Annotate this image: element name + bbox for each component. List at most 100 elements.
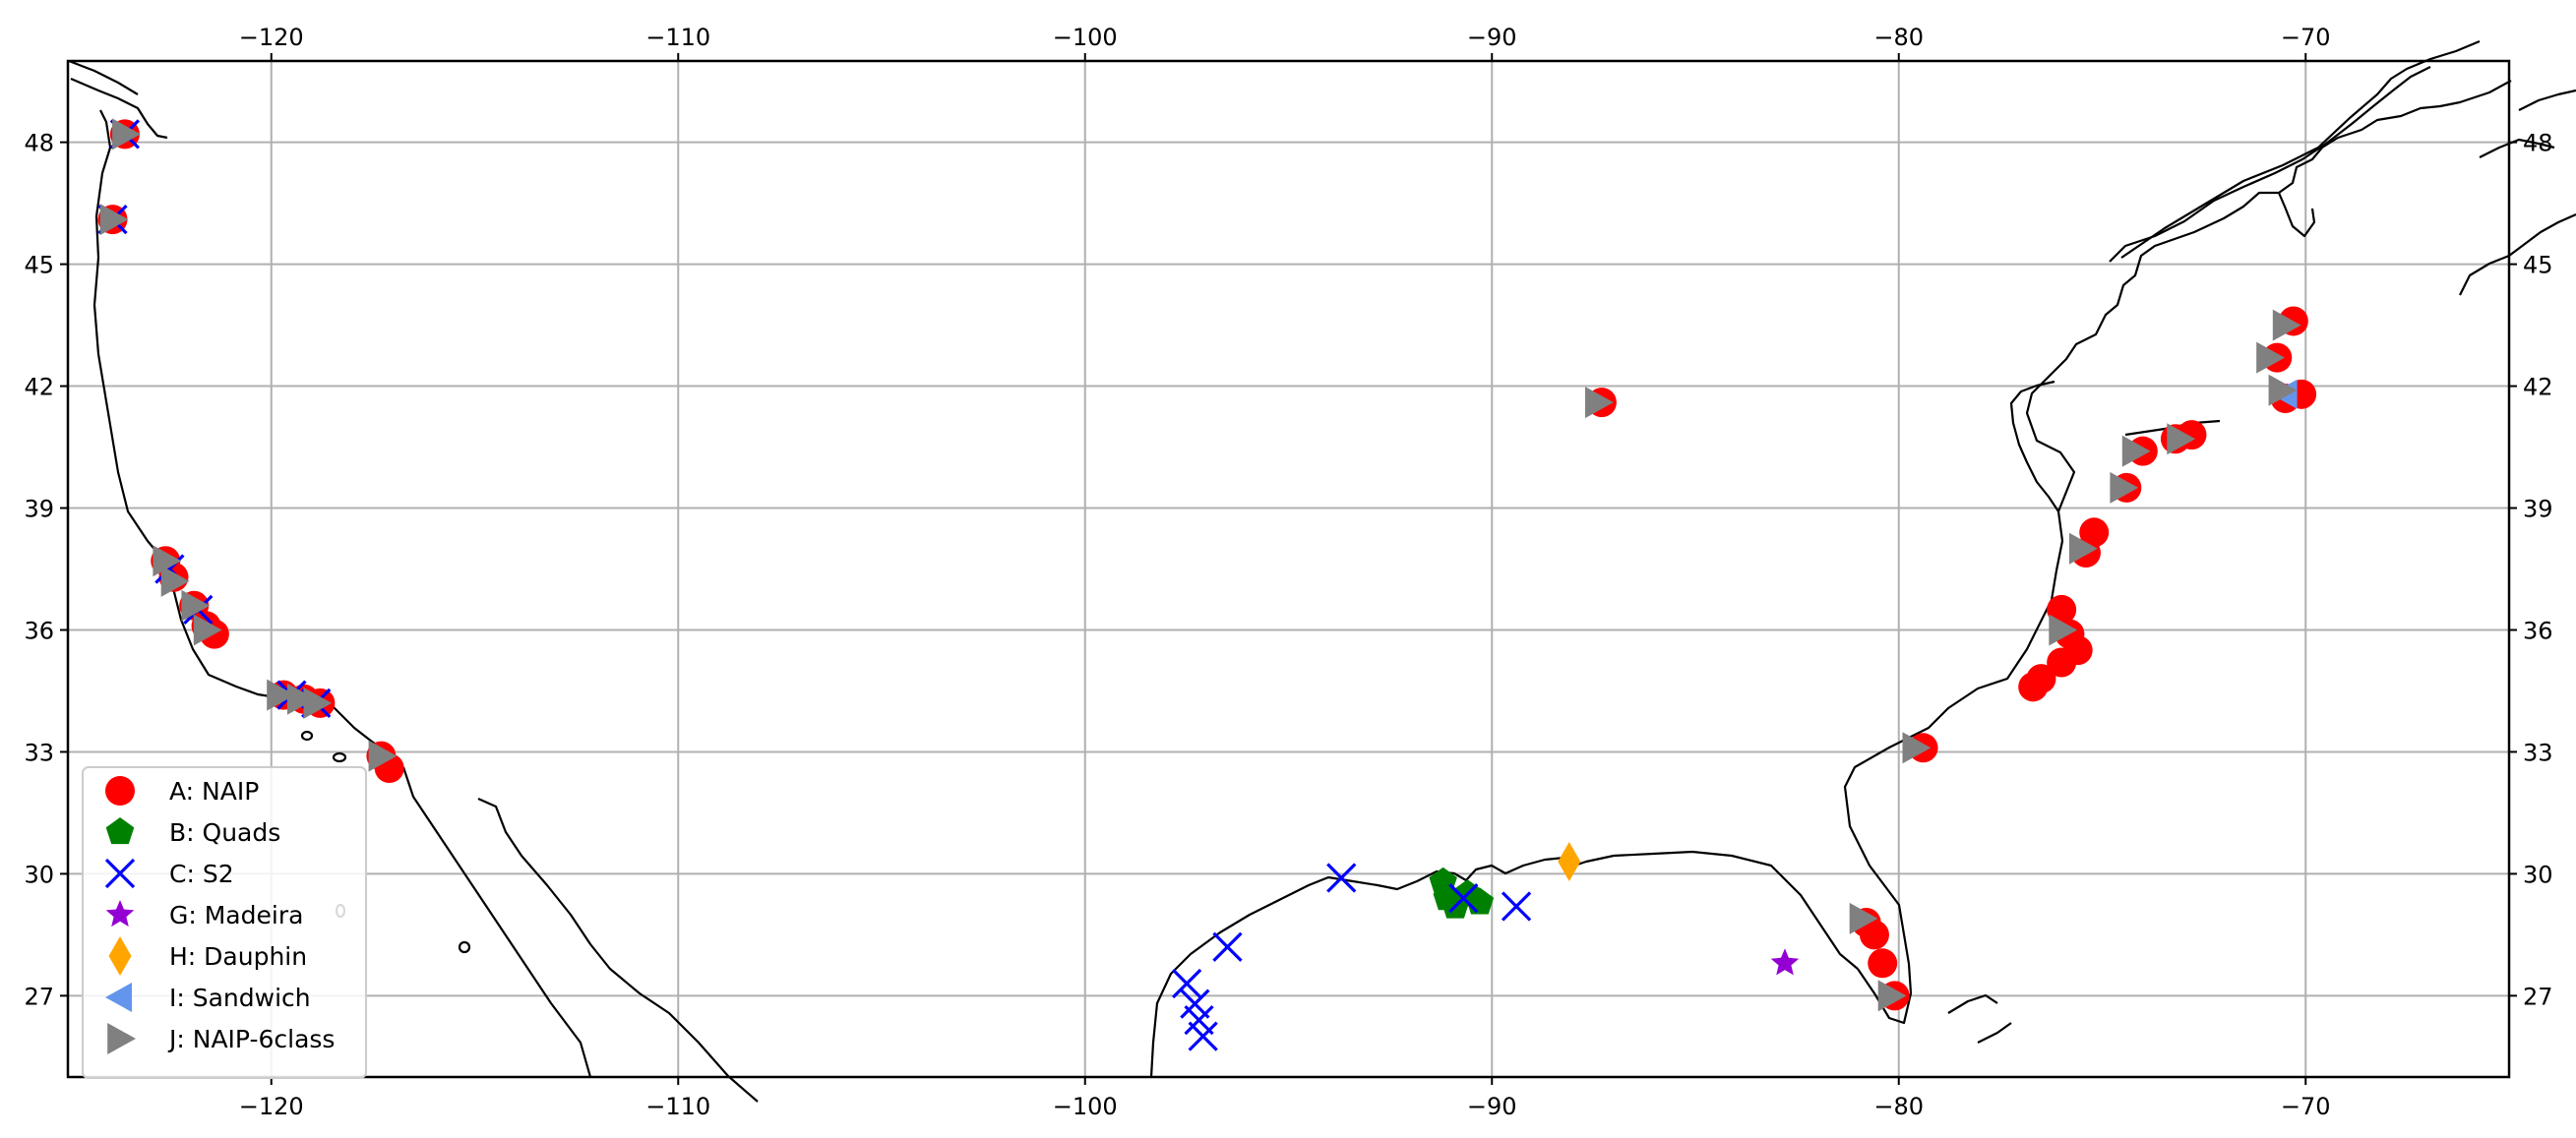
coastline-northeast [2518,89,2576,111]
data-point-triangle-right [181,589,211,622]
data-point-triangle-right [368,740,398,772]
coastlines [68,39,2576,1103]
legend-label: J: NAIP-6class [167,1025,335,1053]
y-tick-label-left: 48 [24,130,54,157]
legend-marker-pentagon [105,817,135,845]
coastline-us-west [92,109,404,768]
coastline-east [1843,80,2512,1025]
legend-label: H: Dauphin [169,942,307,971]
x-tick-label-top: −90 [1467,24,1517,51]
y-tick-label-left: 42 [24,374,54,401]
island-tiburon [458,940,471,954]
legend-label: B: Quads [169,818,280,847]
data-point-circle [2018,672,2049,702]
x-tick-label-top: −70 [2281,24,2331,51]
data-point-x-stroke [1171,968,1202,999]
plot-frame [66,59,2511,1079]
coastline-baja-gulf [477,797,759,1103]
data-point-triangle-right [2256,341,2285,374]
coastline-pei [2479,138,2555,158]
y-tick-label-left: 45 [24,252,54,279]
y-tick-label-left: 33 [24,739,54,766]
legend: A: NAIP B: Quads C: S2 G: Madeira H: Dauphin… [82,766,367,1079]
data-point-triangle-right [2268,374,2298,406]
coastline-nova-scotia [2459,212,2576,296]
legend-label: A: NAIP [169,777,259,806]
data-point-circle [2047,594,2077,625]
data-point-triangle-right [2121,435,2151,467]
y-tick-label-right: 42 [2523,374,2553,401]
legend-marker-triangle-right [107,1023,136,1054]
data-markers [97,118,2317,1051]
y-tick-label-right: 27 [2523,983,2553,1010]
data-point-triangle-right [1849,902,1878,934]
x-tick-label-bottom: −110 [645,1093,710,1120]
x-tick-label-top: −80 [1873,24,1924,51]
data-point-triangle-right [303,687,333,719]
coastline-gulf [1149,850,1859,1078]
data-point-star [1770,948,1800,976]
legend-label: C: S2 [169,860,234,888]
y-tick-label-left: 27 [24,983,54,1010]
coastline-bahamas-1 [1947,993,1998,1014]
legend-marker-x [104,858,136,889]
data-point-triangle-right [286,683,316,715]
legend-marker-star [105,900,135,928]
legend-marker-diamond [108,936,132,976]
data-point-triangle-right [160,565,190,597]
data-point-x [1448,883,1479,914]
y-tick-label-left: 39 [24,496,54,523]
legend-marker-triangle-left [105,983,132,1012]
x-tick-label-top: −110 [645,24,710,51]
coastline-chesapeake [2009,380,2059,512]
data-point-triangle-right [2069,532,2098,565]
data-point-triangle-right [267,679,295,711]
coastline-baja-west [401,766,592,1078]
coastline-bahamas-2 [1977,1022,2012,1044]
data-point-x-stroke [1501,891,1532,922]
coastline-vancouver-island [68,59,139,95]
y-tick-label-right: 33 [2523,739,2553,766]
data-point-triangle-right [2167,423,2196,455]
data-point-circle [1868,948,1898,979]
data-point-circle [1859,920,1889,950]
data-point-x [1326,863,1357,893]
data-point-circle [2047,647,2077,678]
legend-label: I: Sandwich [169,984,311,1012]
legend-marker-circle [105,776,135,806]
x-tick-label-bottom: −120 [239,1093,304,1120]
data-point-triangle-right [1877,980,1907,1012]
data-point-x [1212,931,1243,962]
data-point-triangle-right [2110,471,2139,504]
data-point-x-stroke [1180,988,1210,1019]
coastline-gulf-of-st-lawrence [2109,66,2431,263]
x-tick-label-bottom: −90 [1467,1093,1517,1120]
data-point-triangle-right [153,545,182,577]
x-tick-label-top: −120 [239,24,304,51]
data-point-triangle-right [193,614,222,646]
x-tick-label-top: −100 [1053,24,1118,51]
legend-label: G: Madeira [169,901,303,929]
coastline-st-lawrence [2120,39,2481,259]
data-point-diamond [1558,842,1581,881]
data-point-x-stroke [1326,863,1357,893]
data-point-x-stroke [1448,883,1479,914]
data-point-x-stroke [1212,931,1243,962]
x-tick-label-bottom: −100 [1053,1093,1118,1120]
axis-ticks: −120 −120 −110 −110 −100 −100 −90 −90 −80 −80 −70 −… [24,24,2552,1120]
data-point-triangle-right [2049,614,2078,646]
y-tick-label-right: 39 [2523,496,2553,523]
island-channel-1 [300,730,314,742]
legend-box [82,766,367,1079]
data-point-triangle-right [112,118,141,150]
x-tick-label-bottom: −70 [2281,1093,2331,1120]
data-point-triangle-right [99,204,129,236]
data-point-x [1501,891,1532,922]
island-channel-2 [332,751,347,763]
data-point-triangle-right [1902,732,1932,764]
legend-marker-x-stroke [104,858,136,889]
coastline-cape-cod [2277,192,2316,238]
y-tick-label-right: 30 [2523,861,2553,888]
grid-lines [68,61,2509,1077]
